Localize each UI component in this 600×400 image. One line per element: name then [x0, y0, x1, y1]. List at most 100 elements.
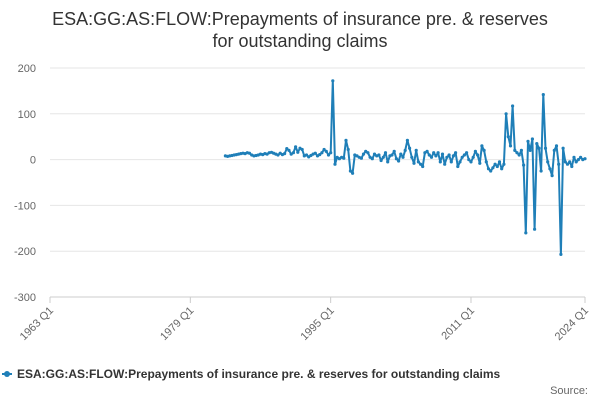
data-point[interactable]: [333, 162, 337, 166]
data-point[interactable]: [447, 153, 451, 157]
source-label[interactable]: Source:: [550, 385, 588, 397]
data-point[interactable]: [399, 152, 403, 156]
data-point[interactable]: [546, 160, 550, 164]
data-point[interactable]: [495, 164, 499, 169]
data-point[interactable]: [563, 160, 567, 164]
data-point[interactable]: [405, 138, 409, 142]
data-point[interactable]: [541, 93, 545, 97]
data-point[interactable]: [506, 135, 510, 139]
data-point[interactable]: [401, 155, 405, 159]
data-point[interactable]: [421, 164, 425, 169]
data-point[interactable]: [324, 149, 328, 153]
data-point[interactable]: [513, 148, 517, 152]
data-point[interactable]: [570, 164, 574, 169]
data-point[interactable]: [456, 164, 460, 169]
data-point[interactable]: [285, 147, 289, 151]
data-point[interactable]: [565, 162, 570, 166]
data-point[interactable]: [533, 227, 537, 231]
data-point[interactable]: [276, 153, 280, 157]
data-point[interactable]: [440, 152, 445, 156]
data-point[interactable]: [449, 160, 453, 164]
data-point[interactable]: [537, 146, 541, 150]
data-point[interactable]: [403, 148, 407, 152]
data-point[interactable]: [390, 153, 394, 157]
data-point[interactable]: [517, 153, 521, 157]
data-point[interactable]: [379, 158, 383, 163]
data-point[interactable]: [528, 148, 532, 152]
data-point[interactable]: [359, 156, 363, 160]
data-point[interactable]: [493, 162, 497, 166]
data-point[interactable]: [443, 162, 447, 166]
data-point[interactable]: [370, 157, 374, 161]
data-point[interactable]: [500, 167, 504, 171]
data-point[interactable]: [322, 147, 326, 152]
data-point[interactable]: [320, 151, 324, 155]
data-point[interactable]: [460, 155, 464, 159]
data-point[interactable]: [313, 151, 317, 155]
data-point[interactable]: [344, 138, 348, 142]
data-point[interactable]: [458, 160, 462, 164]
data-point[interactable]: [454, 151, 458, 155]
data-point[interactable]: [504, 112, 508, 116]
data-point[interactable]: [427, 153, 431, 157]
data-point[interactable]: [489, 169, 493, 173]
data-point[interactable]: [554, 144, 559, 148]
data-point[interactable]: [576, 158, 581, 162]
data-point[interactable]: [283, 152, 287, 156]
data-point[interactable]: [291, 151, 295, 155]
data-point[interactable]: [561, 146, 565, 150]
data-point[interactable]: [579, 155, 583, 159]
data-point[interactable]: [366, 151, 370, 155]
data-point[interactable]: [557, 162, 561, 166]
data-point[interactable]: [392, 149, 396, 153]
data-point[interactable]: [550, 174, 554, 178]
data-point[interactable]: [524, 231, 528, 235]
data-point[interactable]: [491, 166, 495, 170]
data-point[interactable]: [383, 151, 388, 155]
data-point[interactable]: [331, 79, 335, 83]
data-point[interactable]: [476, 153, 480, 157]
data-point[interactable]: [469, 160, 473, 164]
data-point[interactable]: [300, 147, 304, 152]
data-point[interactable]: [478, 161, 482, 165]
data-point[interactable]: [510, 104, 515, 108]
data-point[interactable]: [434, 154, 438, 158]
data-point[interactable]: [419, 162, 423, 166]
data-point[interactable]: [515, 151, 519, 155]
data-point[interactable]: [381, 155, 385, 159]
data-point[interactable]: [386, 160, 390, 164]
data-point[interactable]: [304, 153, 309, 157]
data-point[interactable]: [526, 139, 530, 143]
data-point[interactable]: [502, 162, 506, 166]
data-point[interactable]: [410, 155, 414, 159]
data-point[interactable]: [471, 155, 475, 159]
data-point[interactable]: [414, 148, 418, 152]
data-point[interactable]: [522, 163, 526, 167]
data-point[interactable]: [348, 169, 352, 173]
data-point[interactable]: [247, 151, 252, 155]
data-point[interactable]: [318, 153, 322, 157]
data-point[interactable]: [548, 167, 552, 171]
data-point[interactable]: [408, 146, 412, 150]
data-point[interactable]: [473, 149, 477, 153]
data-point[interactable]: [530, 137, 535, 141]
legend[interactable]: ESA:GG:AS:FLOW:Prepayments of insurance …: [2, 367, 501, 381]
data-point[interactable]: [559, 252, 563, 256]
data-point[interactable]: [346, 147, 350, 152]
data-point[interactable]: [416, 160, 420, 164]
data-point[interactable]: [451, 154, 455, 158]
data-point[interactable]: [287, 148, 291, 152]
data-point[interactable]: [438, 160, 442, 164]
data-point[interactable]: [394, 157, 398, 161]
data-point[interactable]: [351, 171, 355, 175]
data-point[interactable]: [486, 167, 491, 171]
data-point[interactable]: [535, 142, 539, 146]
data-point[interactable]: [465, 151, 469, 155]
data-point[interactable]: [326, 153, 331, 157]
data-point[interactable]: [484, 160, 488, 164]
data-point[interactable]: [429, 155, 434, 159]
series-line[interactable]: [225, 79, 586, 256]
data-point[interactable]: [361, 152, 366, 156]
data-point[interactable]: [482, 148, 486, 152]
data-point[interactable]: [552, 148, 556, 152]
